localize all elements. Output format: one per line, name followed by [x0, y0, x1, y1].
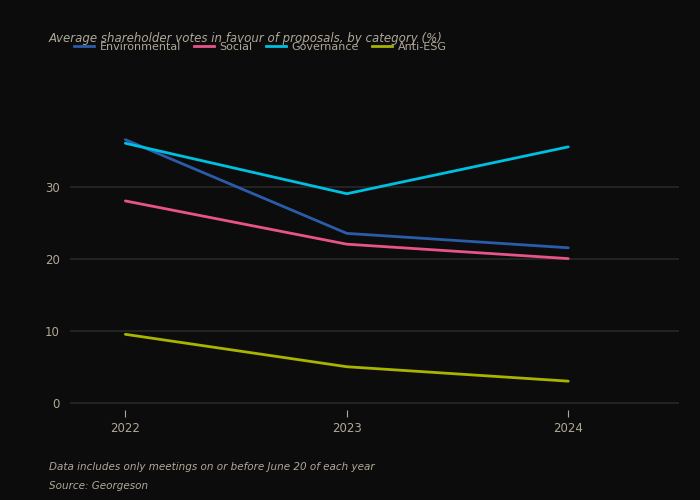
Legend: Environmental, Social, Governance, Anti-ESG: Environmental, Social, Governance, Anti-…	[69, 38, 452, 56]
Text: Average shareholder votes in favour of proposals, by category (%): Average shareholder votes in favour of p…	[49, 32, 443, 45]
Text: Data includes only meetings on or before June 20 of each year: Data includes only meetings on or before…	[49, 462, 374, 472]
Text: Source: Georgeson: Source: Georgeson	[49, 481, 148, 491]
